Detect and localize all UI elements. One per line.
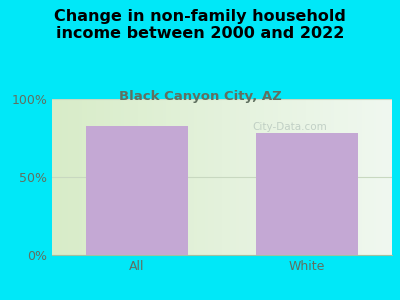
Text: Change in non-family household
income between 2000 and 2022: Change in non-family household income be… xyxy=(54,9,346,41)
Text: City-Data.com: City-Data.com xyxy=(253,122,327,132)
Bar xyxy=(256,133,358,255)
Bar xyxy=(86,125,188,255)
Text: Black Canyon City, AZ: Black Canyon City, AZ xyxy=(119,90,281,103)
